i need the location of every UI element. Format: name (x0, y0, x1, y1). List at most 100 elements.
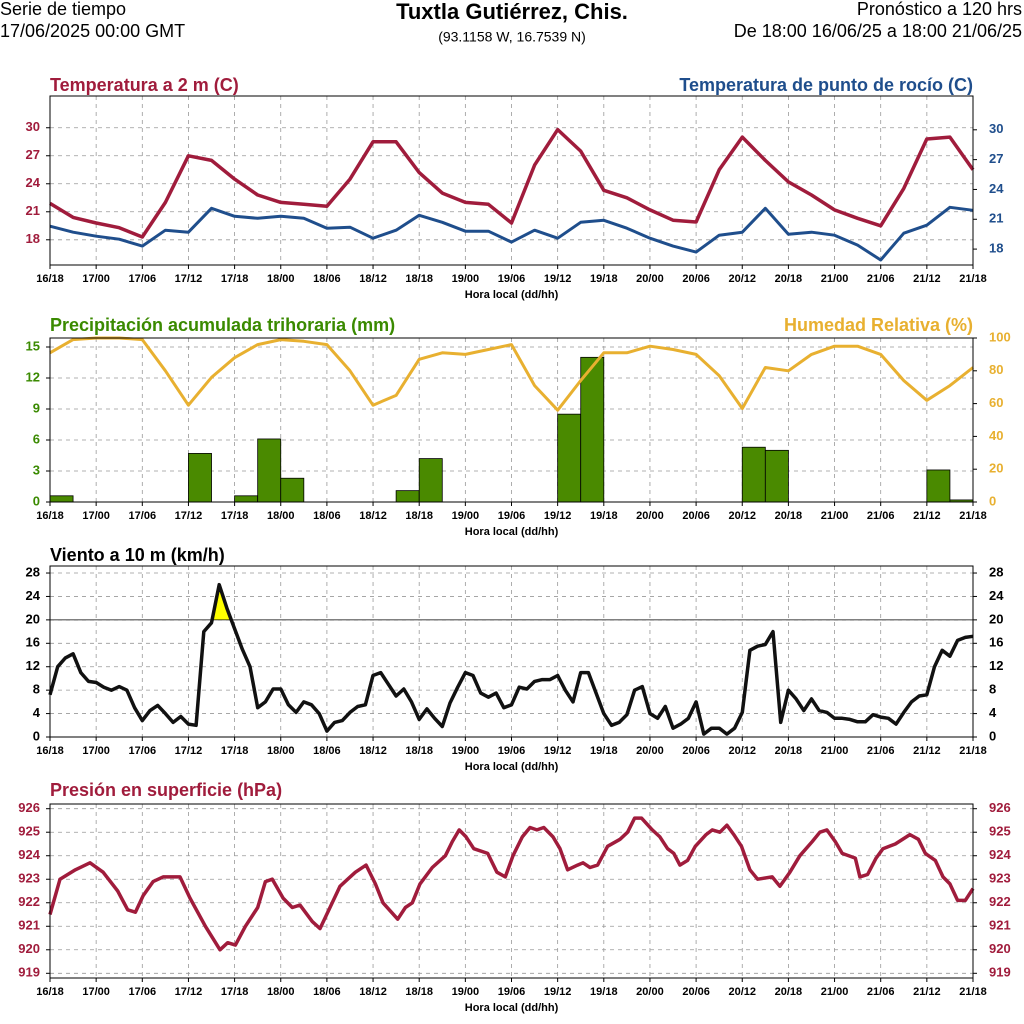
precip-bar (741, 446, 766, 503)
precip-bar (395, 490, 420, 503)
y2-tick-label: 923 (989, 871, 1011, 886)
precip-bar (926, 469, 951, 503)
precip-bar (557, 413, 582, 503)
y-tick-label: 8 (33, 682, 40, 697)
x-tick-label: 16/18 (36, 273, 64, 285)
y-tick-label: 4 (33, 705, 41, 720)
x-tick-label: 20/18 (775, 986, 803, 998)
y2-tick-label: 100 (989, 329, 1011, 344)
y-tick-label: 21 (26, 203, 40, 218)
y2-tick-label: 8 (989, 682, 996, 697)
x-tick-label: 18/06 (313, 510, 341, 522)
y2-tick-label: 20 (989, 461, 1003, 476)
precip-bar (257, 438, 282, 503)
x-tick-label: 20/12 (728, 273, 756, 285)
x-tick-label: 21/00 (821, 273, 849, 285)
y-tick-label: 20 (26, 611, 40, 626)
y-tick-label: 9 (33, 400, 40, 415)
panel: Viento a 10 m (km/h) 16/18 17/00 17/06 17/12… (26, 545, 1005, 773)
series-line (49, 336, 974, 412)
y-tick-label: 919 (18, 965, 40, 980)
x-tick-label: 20/12 (728, 986, 756, 998)
precip-bar (49, 495, 74, 503)
x-tick-label: 20/18 (775, 745, 803, 757)
precip-bar (764, 449, 789, 503)
x-tick-label: 17/12 (175, 510, 203, 522)
y-tick-label: 0 (33, 728, 40, 743)
y-tick-label: 18 (26, 231, 40, 246)
x-axis-label: Hora local (dd/hh) (465, 289, 559, 301)
y2-tick-label: 926 (989, 800, 1011, 815)
x-tick-label: 19/00 (452, 745, 480, 757)
series-line (49, 127, 975, 239)
x-tick-label: 21/06 (867, 745, 895, 757)
y-tick-label: 15 (26, 338, 40, 353)
x-tick-label: 16/18 (36, 986, 64, 998)
y2-tick-label: 18 (989, 241, 1003, 256)
x-tick-label: 17/18 (221, 273, 249, 285)
x-tick-label: 19/12 (544, 510, 572, 522)
y-tick-label: 28 (26, 564, 40, 579)
x-tick-label: 19/06 (498, 986, 526, 998)
panel-title: Presión en superficie (hPa) (50, 780, 282, 800)
panel: Presión en superficie (hPa) 16/18 17/00 17/… (18, 780, 1011, 1014)
header-left-2: 17/06/2025 00:00 GMT (0, 21, 185, 41)
x-tick-label: 21/00 (821, 510, 849, 522)
header-title: Tuxtla Gutiérrez, Chis. (396, 0, 628, 24)
x-tick-label: 20/00 (636, 745, 664, 757)
panel: Temperatura a 2 m (C) Temperatura de punt… (26, 75, 1005, 301)
x-tick-label: 20/12 (728, 745, 756, 757)
plot-frame (49, 565, 974, 738)
plot-frame (49, 803, 974, 979)
x-tick-label: 20/06 (682, 273, 710, 285)
precip-bar (580, 356, 605, 503)
panel-title: Precipitación acumulada trihoraria (mm) (50, 315, 395, 335)
x-tick-label: 21/18 (959, 273, 987, 285)
x-tick-label: 18/00 (267, 745, 295, 757)
x-tick-label: 17/12 (175, 986, 203, 998)
x-tick-label: 21/12 (913, 986, 941, 998)
y-tick-label: 12 (26, 369, 40, 384)
y-tick-label: 923 (18, 871, 40, 886)
y2-tick-label: 30 (989, 121, 1003, 136)
x-tick-label: 16/18 (36, 745, 64, 757)
x-tick-label: 18/18 (405, 745, 433, 757)
y2-tick-label: 920 (989, 941, 1011, 956)
x-tick-label: 17/12 (175, 745, 203, 757)
x-tick-label: 21/18 (959, 745, 987, 757)
x-tick-label: 20/18 (775, 273, 803, 285)
header-left-1: Serie de tiempo (0, 0, 126, 19)
y2-tick-label: 12 (989, 658, 1003, 673)
series-line (49, 205, 974, 262)
x-tick-label: 18/06 (313, 745, 341, 757)
y-tick-label: 12 (26, 658, 40, 673)
x-tick-label: 18/18 (405, 510, 433, 522)
x-tick-label: 18/12 (359, 986, 387, 998)
y2-tick-label: 24 (989, 588, 1004, 603)
y2-tick-label: 21 (989, 211, 1003, 226)
x-tick-label: 17/06 (129, 986, 157, 998)
x-tick-label: 19/00 (452, 986, 480, 998)
x-tick-label: 18/18 (405, 273, 433, 285)
y2-tick-label: 0 (989, 728, 996, 743)
y-tick-label: 27 (26, 147, 40, 162)
x-tick-label: 21/06 (867, 273, 895, 285)
x-tick-label: 20/00 (636, 510, 664, 522)
x-tick-label: 20/00 (636, 273, 664, 285)
x-tick-label: 21/06 (867, 510, 895, 522)
y2-tick-label: 0 (989, 493, 996, 508)
precip-bar (234, 495, 259, 503)
x-tick-label: 21/00 (821, 745, 849, 757)
y2-tick-label: 922 (989, 894, 1011, 909)
series-line (48, 582, 974, 736)
y-tick-label: 30 (26, 119, 40, 134)
y2-tick-label: 925 (989, 824, 1011, 839)
x-tick-label: 20/06 (682, 745, 710, 757)
precip-bar (418, 458, 443, 503)
x-axis-label: Hora local (dd/hh) (465, 1002, 559, 1014)
y2-tick-label: 28 (989, 564, 1003, 579)
x-tick-label: 18/12 (359, 510, 387, 522)
y-tick-label: 16 (26, 635, 40, 650)
y-tick-label: 922 (18, 894, 40, 909)
y-tick-label: 920 (18, 941, 40, 956)
